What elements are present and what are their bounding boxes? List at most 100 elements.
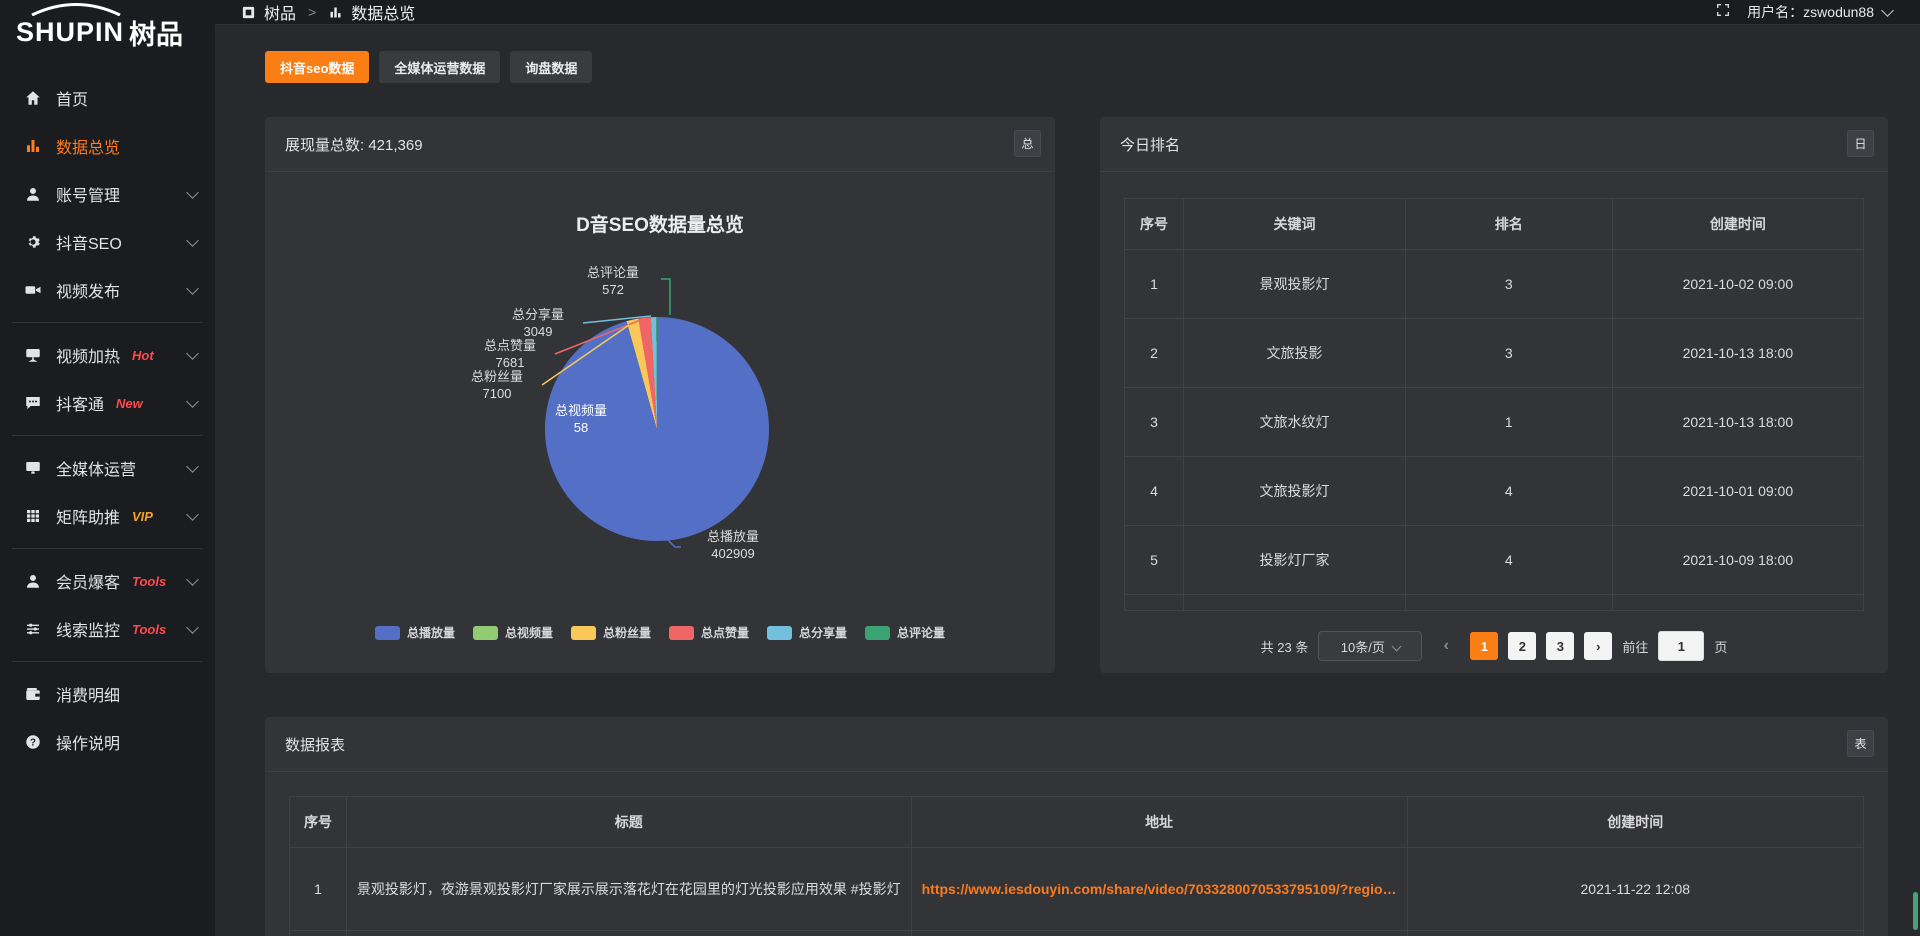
main-area: 树品 > 数据总览 用户名：zswodun88 抖音seo数据 全媒体运营数据 … bbox=[215, 0, 1920, 936]
fullscreen-icon[interactable] bbox=[1715, 2, 1731, 23]
sidebar-item-spending[interactable]: 消费明细 bbox=[0, 670, 215, 718]
chevron-down-icon bbox=[186, 346, 199, 360]
page-button-2[interactable]: 2 bbox=[1508, 632, 1537, 660]
user-dropdown[interactable]: 用户名：zswodun88 bbox=[1747, 2, 1894, 22]
total-toggle-button[interactable]: 总 bbox=[1014, 130, 1041, 157]
chevron-down-icon bbox=[1881, 3, 1894, 17]
legend-item[interactable]: 总视频量 bbox=[472, 624, 553, 641]
chart-legend: 总播放量 总视频量 总粉丝量 总点赞量 总分享量 总评论量 bbox=[265, 624, 1055, 641]
goto-page-input[interactable] bbox=[1658, 631, 1705, 661]
col-url: 地址 bbox=[910, 796, 1408, 848]
breadcrumb-item[interactable]: 数据总览 bbox=[351, 6, 416, 23]
col-no: 序号 bbox=[289, 796, 347, 848]
pie[interactable] bbox=[545, 317, 769, 541]
sidebar-item-douyin-seo[interactable]: 抖音SEO bbox=[0, 218, 215, 266]
sidebar-item-member-burst[interactable]: 会员爆客 Tools bbox=[0, 557, 215, 605]
table-row-partial bbox=[1123, 594, 1865, 611]
page-size-select[interactable]: 10条/页 bbox=[1318, 631, 1423, 661]
page-button-1[interactable]: 1 bbox=[1470, 632, 1499, 660]
chevron-down-icon bbox=[186, 572, 199, 586]
total-count-label: 共 23 条 bbox=[1260, 639, 1309, 655]
sidebar-item-video-heat[interactable]: 视频加热 Hot bbox=[0, 331, 215, 379]
user-icon bbox=[24, 185, 42, 203]
legend-swatch bbox=[472, 625, 498, 640]
prev-page-button[interactable]: ‹ bbox=[1432, 632, 1460, 660]
table-row: 1 景观投影灯，夜游景观投影灯厂家展示展示落花灯在花园里的灯光投影应用效果 #投… bbox=[289, 847, 1865, 931]
sidebar-item-douketong[interactable]: 抖客通 New bbox=[0, 379, 215, 427]
sidebar-item-home[interactable]: 首页 bbox=[0, 74, 215, 122]
col-title: 标题 bbox=[345, 796, 912, 848]
rank-table: 序号 关键词 排名 创建时间 1 景观投影灯 3 2021-10-02 09:00 bbox=[1123, 198, 1865, 611]
table-toggle-button[interactable]: 表 bbox=[1847, 730, 1874, 757]
legend-item[interactable]: 总播放量 bbox=[374, 624, 455, 641]
page-button-3[interactable]: 3 bbox=[1546, 632, 1575, 660]
member-icon bbox=[24, 572, 42, 590]
chevron-down-icon bbox=[186, 233, 199, 247]
legend-swatch bbox=[374, 625, 400, 640]
sidebar-item-media-ops[interactable]: 全媒体运营 bbox=[0, 444, 215, 492]
sidebar-item-video-publish[interactable]: 视频发布 bbox=[0, 266, 215, 314]
table-row: 5 投影灯厂家 4 2021-10-09 18:00 bbox=[1123, 525, 1865, 595]
chevron-down-icon bbox=[186, 507, 199, 521]
legend-swatch bbox=[570, 625, 596, 640]
tab-media-ops-data[interactable]: 全媒体运营数据 bbox=[379, 51, 501, 83]
scrollbar-thumb[interactable] bbox=[1913, 892, 1918, 930]
screen-icon bbox=[24, 346, 42, 364]
tab-douyin-seo-data[interactable]: 抖音seo数据 bbox=[265, 51, 370, 83]
sidebar: SHUPIN 树品 首页 数据总览 账号管理 抖音SEO bbox=[0, 0, 215, 936]
pie-label-shares: 总分享量 3049 bbox=[511, 307, 564, 339]
sidebar-item-data-overview[interactable]: 数据总览 bbox=[0, 122, 215, 170]
username-label: 用户名：zswodun88 bbox=[1747, 4, 1874, 20]
wallet-icon bbox=[24, 685, 42, 703]
table-header-row: 序号 标题 地址 创建时间 bbox=[289, 796, 1865, 848]
table-row: 1 景观投影灯 3 2021-10-02 09:00 bbox=[1123, 249, 1865, 319]
sidebar-item-label: 矩阵助推 bbox=[56, 510, 121, 527]
sidebar-item-label: 全媒体运营 bbox=[56, 462, 137, 479]
pie-label-lines bbox=[541, 278, 681, 548]
legend-item[interactable]: 总评论量 bbox=[865, 624, 945, 641]
pie-label-fans: 总粉丝量 7100 bbox=[470, 369, 523, 401]
table-row: 2 文旅投影 3 2021-10-13 18:00 bbox=[1123, 318, 1865, 388]
col-rank: 排名 bbox=[1404, 198, 1613, 250]
sidebar-item-help[interactable]: ? 操作说明 bbox=[0, 718, 215, 766]
tab-bar: 抖音seo数据 全媒体运营数据 询盘数据 bbox=[265, 51, 1888, 83]
sidebar-item-label: 视频发布 bbox=[56, 284, 121, 301]
legend-item[interactable]: 总粉丝量 bbox=[570, 624, 651, 641]
next-page-button[interactable]: › bbox=[1584, 632, 1613, 660]
logo-arc bbox=[31, 3, 121, 16]
table-header-row: 序号 关键词 排名 创建时间 bbox=[1123, 198, 1865, 250]
table-row-partial bbox=[289, 930, 1865, 936]
legend-swatch bbox=[865, 625, 891, 640]
pie-label-plays: 总播放量 402909 bbox=[706, 529, 759, 561]
tools-badge: Tools bbox=[132, 621, 167, 637]
sidebar-item-label: 操作说明 bbox=[56, 736, 121, 753]
video-icon bbox=[24, 281, 42, 299]
pagination: 共 23 条 10条/页 ‹ 1 2 3 › 前往 bbox=[1124, 631, 1864, 661]
sidebar-item-label: 消费明细 bbox=[56, 688, 121, 705]
legend-swatch bbox=[767, 625, 793, 640]
sidebar-nav: 首页 数据总览 账号管理 抖音SEO 视频发布 bbox=[0, 64, 215, 766]
video-url-link[interactable]: https://www.iesdouyin.com/share/video/70… bbox=[921, 881, 1397, 897]
rank-panel: 今日排名 日 序号 关键词 排名 创建时间 bbox=[1100, 117, 1888, 673]
monitor-icon bbox=[24, 459, 42, 477]
sidebar-item-lead-monitor[interactable]: 线索监控 Tools bbox=[0, 605, 215, 653]
sliders-icon bbox=[24, 620, 42, 638]
sidebar-item-account[interactable]: 账号管理 bbox=[0, 170, 215, 218]
chevron-down-icon bbox=[186, 281, 199, 295]
brand-logo: SHUPIN 树品 bbox=[0, 0, 215, 64]
day-toggle-button[interactable]: 日 bbox=[1847, 130, 1874, 157]
legend-item[interactable]: 总点赞量 bbox=[669, 624, 749, 641]
col-time: 创建时间 bbox=[1406, 796, 1865, 848]
tab-inquiry-data[interactable]: 询盘数据 bbox=[510, 51, 593, 83]
sidebar-item-matrix-boost[interactable]: 矩阵助推 VIP bbox=[0, 492, 215, 540]
chat-icon bbox=[24, 394, 42, 412]
chevron-down-icon bbox=[186, 394, 199, 408]
sidebar-divider bbox=[12, 661, 203, 662]
mini-chart-icon bbox=[328, 5, 343, 20]
report-table: 序号 标题 地址 创建时间 1 景观投影灯，夜游景观投影灯厂家展示展示落花灯在花… bbox=[289, 796, 1865, 936]
panels-row: 展现量总数: 421,369 总 D音SEO数据量总览 bbox=[265, 117, 1888, 673]
legend-item[interactable]: 总分享量 bbox=[767, 624, 847, 641]
breadcrumb-item[interactable]: 树品 bbox=[264, 6, 297, 23]
vip-badge: VIP bbox=[132, 508, 153, 524]
